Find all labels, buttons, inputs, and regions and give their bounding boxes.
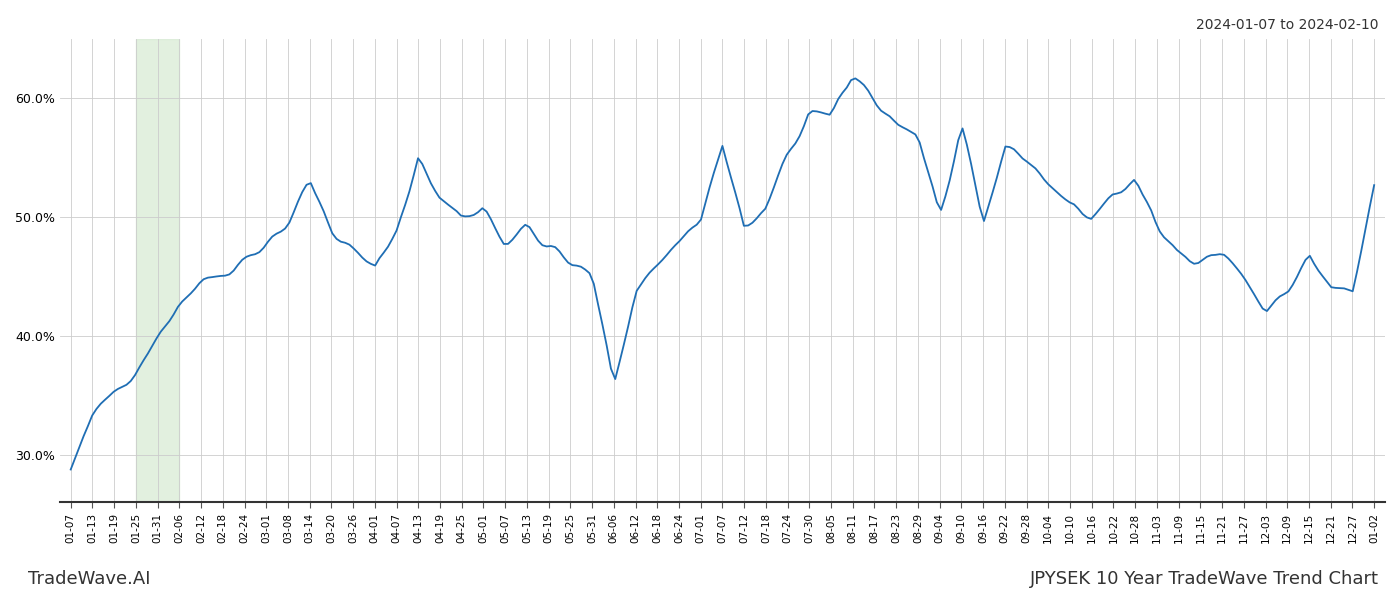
Text: TradeWave.AI: TradeWave.AI [28,570,151,588]
Bar [136,39,179,502]
Text: 2024-01-07 to 2024-02-10: 2024-01-07 to 2024-02-10 [1197,18,1379,32]
Text: JPYSEK 10 Year TradeWave Trend Chart: JPYSEK 10 Year TradeWave Trend Chart [1030,570,1379,588]
